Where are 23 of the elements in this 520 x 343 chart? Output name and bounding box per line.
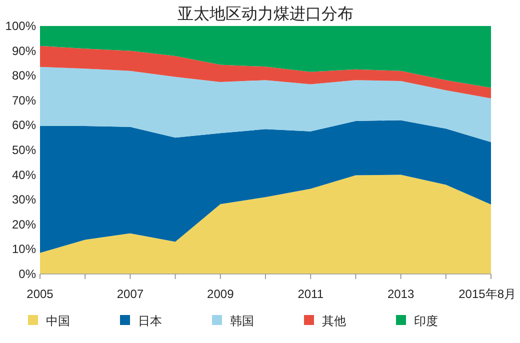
legend-label: 韩国 bbox=[230, 314, 254, 328]
x-tick-label: 2005 bbox=[26, 287, 54, 301]
x-tick-label: 2009 bbox=[207, 287, 234, 301]
y-tick-label: 30% bbox=[12, 192, 36, 207]
y-tick-label: 10% bbox=[12, 242, 36, 256]
x-tick-label: 2015年8月 bbox=[458, 287, 516, 301]
y-tick-label: 40% bbox=[12, 168, 36, 182]
y-tick-label: 50% bbox=[12, 143, 36, 157]
y-tick-label: 20% bbox=[12, 217, 36, 232]
y-tick-label: 100% bbox=[5, 19, 36, 33]
legend-label: 中国 bbox=[46, 314, 70, 328]
chart-title: 亚太地区动力煤进口分布 bbox=[178, 5, 354, 23]
y-tick-label: 80% bbox=[12, 68, 36, 83]
legend-label: 日本 bbox=[138, 314, 162, 328]
x-tick-label: 2011 bbox=[298, 287, 324, 301]
legend-label: 其他 bbox=[322, 314, 346, 328]
y-tick-label: 0% bbox=[18, 267, 36, 281]
x-tick-label: 2007 bbox=[116, 287, 144, 301]
x-tick-label: 2013 bbox=[387, 287, 414, 301]
y-tick-label: 90% bbox=[12, 44, 36, 58]
y-tick-label: 70% bbox=[12, 93, 36, 108]
legend-label: 印度 bbox=[414, 314, 438, 328]
y-tick-label: 60% bbox=[12, 118, 36, 132]
